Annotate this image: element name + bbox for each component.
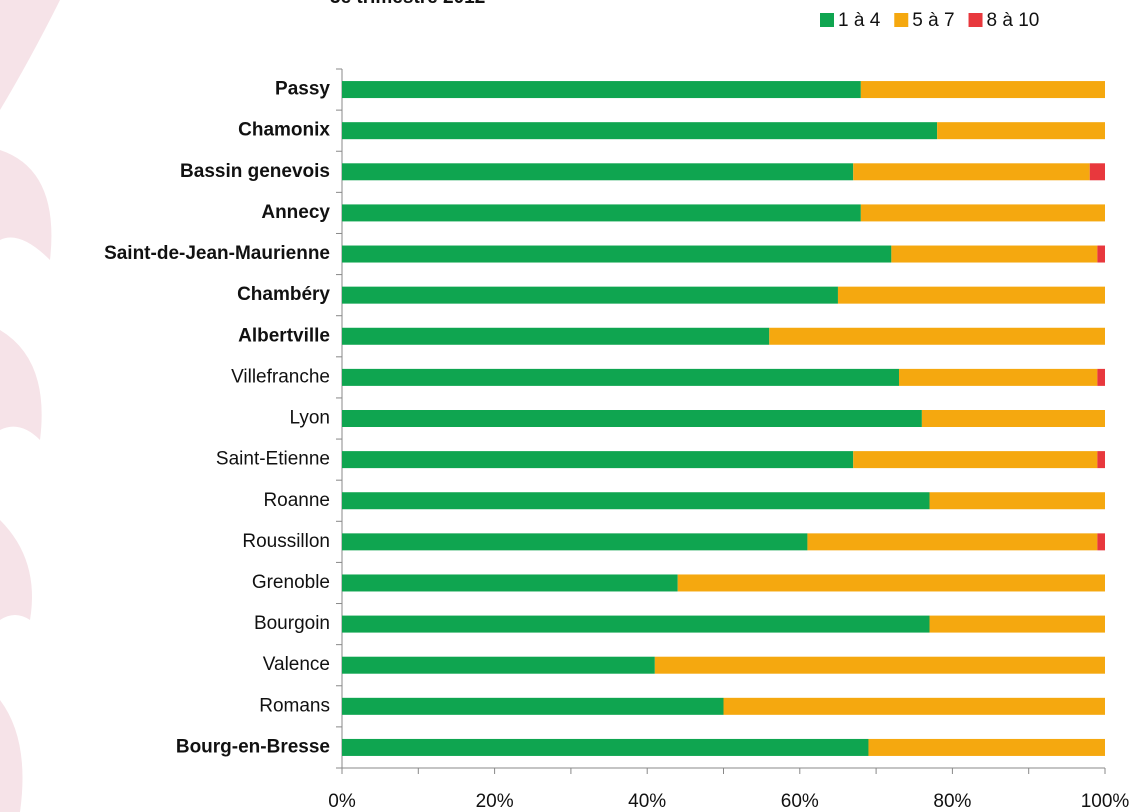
- chart: 3e trimestre 2012 0% 20% 40% 60% 80% 100% Pass…: [0, 0, 1138, 812]
- x-tick-label: 100%: [1081, 791, 1130, 812]
- category-label: Roanne: [263, 490, 330, 511]
- bar-segment: [930, 492, 1105, 509]
- legend-swatch: [820, 13, 834, 27]
- bar-segment: [342, 451, 853, 468]
- bar-segment: [655, 657, 1105, 674]
- bar-segment: [342, 328, 769, 345]
- category-label: Roussillon: [242, 531, 330, 552]
- bar-segment: [342, 122, 937, 139]
- bar-segment: [678, 574, 1105, 591]
- bar-segment: [342, 163, 853, 180]
- bar-segment: [342, 204, 861, 221]
- bar-segment: [342, 369, 899, 386]
- category-label: Valence: [263, 654, 330, 675]
- category-label: Bassin genevois: [180, 161, 330, 182]
- x-tick-label: 60%: [781, 791, 819, 812]
- x-tick-label: 20%: [476, 791, 514, 812]
- bar-segment: [342, 739, 868, 756]
- bar-segment: [853, 163, 1090, 180]
- background-decoration: [0, 0, 60, 812]
- bar-segment: [1097, 533, 1105, 550]
- chart-title: 3e trimestre 2012: [330, 0, 485, 8]
- x-tick-label: 0%: [328, 791, 356, 812]
- bar-segment: [342, 698, 724, 715]
- category-label: Passy: [275, 79, 330, 100]
- category-label: Annecy: [261, 202, 330, 223]
- bar-segment: [1097, 451, 1105, 468]
- category-label: Saint-de-Jean-Maurienne: [104, 243, 330, 264]
- bar-segment: [922, 410, 1105, 427]
- category-label: Bourgoin: [254, 613, 330, 634]
- bar-segment: [1097, 246, 1105, 263]
- bar-segment: [342, 246, 891, 263]
- bar-segment: [861, 81, 1105, 98]
- legend-label: 5 à 7: [912, 10, 954, 31]
- bar-segment: [342, 657, 655, 674]
- bar-segment: [937, 122, 1105, 139]
- bar-segment: [342, 574, 678, 591]
- bar-segment: [868, 739, 1105, 756]
- bar-segment: [342, 616, 930, 633]
- category-label: Saint-Etienne: [216, 449, 330, 470]
- bar-segment: [1090, 163, 1105, 180]
- category-label: Grenoble: [252, 572, 330, 593]
- bar-segment: [342, 492, 930, 509]
- bar-segment: [853, 451, 1097, 468]
- category-label: Romans: [259, 695, 330, 716]
- bar-segment: [861, 204, 1105, 221]
- bar-segment: [342, 287, 838, 304]
- bar-segment: [769, 328, 1105, 345]
- bar-segment: [891, 246, 1097, 263]
- category-label: Lyon: [290, 408, 331, 429]
- legend-swatch: [894, 13, 908, 27]
- legend-label: 1 à 4: [838, 10, 881, 31]
- legend-label: 8 à 10: [987, 10, 1040, 31]
- bar-segment: [342, 81, 861, 98]
- bar-segment: [724, 698, 1106, 715]
- bar-segment: [930, 616, 1105, 633]
- x-tick-label: 80%: [933, 791, 971, 812]
- bar-segment: [342, 410, 922, 427]
- category-label: Chambéry: [237, 284, 330, 305]
- bar-segment: [1097, 369, 1105, 386]
- bar-segment: [899, 369, 1097, 386]
- category-label: Bourg-en-Bresse: [176, 736, 330, 757]
- category-label: Albertville: [238, 325, 330, 346]
- legend-swatch: [969, 13, 983, 27]
- x-tick-label: 40%: [628, 791, 666, 812]
- bar-segment: [342, 533, 807, 550]
- bar-segment: [838, 287, 1105, 304]
- category-label: Chamonix: [238, 120, 330, 141]
- bar-segment: [807, 533, 1097, 550]
- category-label: Villefranche: [231, 366, 330, 387]
